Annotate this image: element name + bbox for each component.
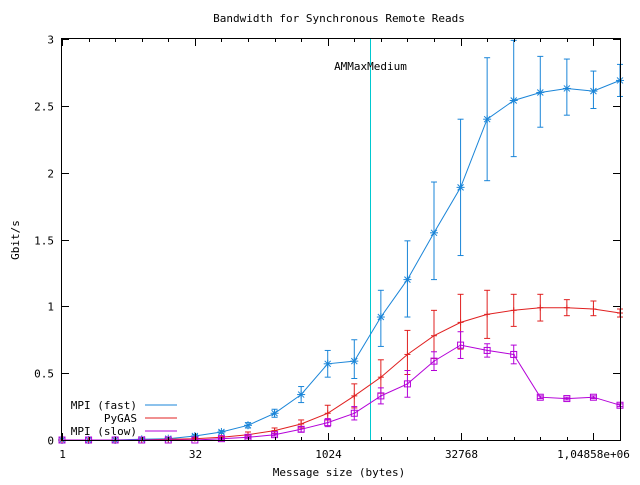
- data-point: [457, 341, 465, 349]
- data-point: [218, 428, 225, 436]
- data-point: [430, 357, 438, 365]
- data-point: [297, 391, 305, 398]
- data-point: [297, 425, 305, 433]
- data-point: [457, 184, 464, 191]
- legend-label: PyGAS: [104, 412, 137, 425]
- x-axis-label: Message size (bytes): [273, 466, 405, 479]
- x-tick-label: 1,04858e+06: [557, 448, 630, 461]
- data-point: [589, 393, 597, 401]
- data-point: [324, 360, 332, 368]
- data-point: [324, 419, 332, 427]
- data-point: [483, 346, 491, 354]
- data-point: [430, 229, 438, 237]
- y-tick-label: 1: [47, 301, 54, 314]
- annotation-layer: AMMaxMedium: [334, 39, 407, 440]
- data-point: [563, 395, 571, 403]
- data-point: [217, 435, 225, 443]
- x-tick-label: 32768: [445, 448, 478, 461]
- x-tick-label: 1: [59, 448, 66, 461]
- annotation-label: AMMaxMedium: [334, 60, 407, 73]
- data-point: [271, 431, 279, 439]
- y-axis-label: Gbit/s: [9, 220, 22, 260]
- data-point: [271, 409, 278, 417]
- data-point: [244, 421, 252, 429]
- data-point: [483, 115, 491, 123]
- data-point: [403, 380, 411, 388]
- data-point: [536, 393, 544, 401]
- x-tick-label: 32: [189, 448, 202, 461]
- x-tick-label: 1024: [315, 448, 342, 461]
- data-point: [350, 357, 358, 365]
- data-point: [350, 409, 358, 417]
- y-tick-label: 1.5: [34, 235, 54, 248]
- y-tick-label: 2.5: [34, 101, 54, 114]
- y-tick-label: 0: [47, 435, 54, 448]
- series-pygas: [59, 289, 623, 443]
- chart-title: Bandwidth for Synchronous Remote Reads: [213, 12, 465, 25]
- data-point: [404, 276, 411, 283]
- y-tick-label: 2: [47, 168, 54, 181]
- data-point: [377, 313, 385, 321]
- y-tick-label: 0.5: [34, 368, 54, 381]
- plot-frame: [61, 38, 621, 441]
- y-tick-label: 3: [47, 34, 54, 47]
- data-point: [510, 350, 518, 358]
- legend-label: MPI (fast): [71, 399, 137, 412]
- axis-layer: 0 0.5 1 1.5 2 2.5 3 1 32 1024 32768 1,04858e+06: [34, 34, 630, 462]
- data-point: [563, 85, 571, 92]
- data-point: [510, 97, 518, 104]
- series-line: [62, 79, 621, 441]
- legend-label: MPI (slow): [71, 425, 137, 438]
- data-point: [377, 392, 385, 400]
- data-point: [536, 89, 544, 96]
- data-point: [590, 87, 597, 95]
